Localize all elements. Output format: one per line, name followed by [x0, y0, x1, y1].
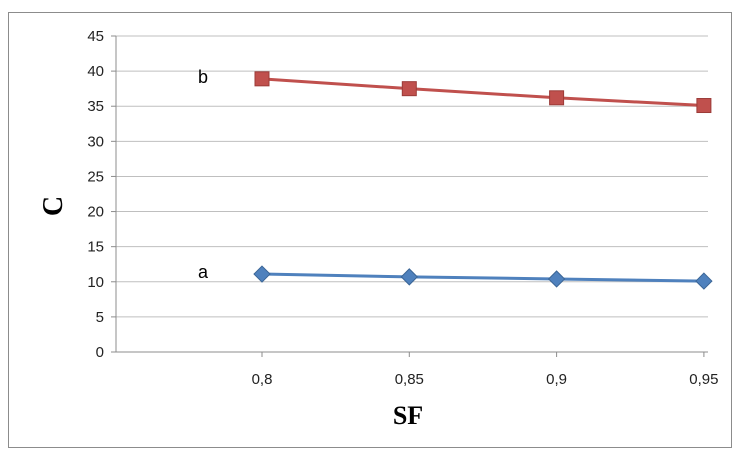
y-tick-label: 5	[96, 309, 104, 326]
y-tick-label: 35	[87, 98, 104, 115]
series-label: a	[198, 262, 209, 282]
grid-lines	[116, 35, 708, 318]
y-tick-label: 30	[87, 133, 104, 150]
data-point	[254, 71, 270, 87]
y-tick-label: 40	[87, 63, 104, 80]
x-tick-label: 0,85	[395, 371, 424, 388]
data-point	[695, 272, 713, 290]
y-axis-title: C	[38, 196, 69, 216]
y-tick-label: 25	[87, 168, 104, 185]
y-tick-label: 45	[87, 28, 104, 45]
data-point	[253, 265, 271, 283]
series: ba	[198, 67, 713, 290]
series-b: b	[198, 67, 712, 114]
x-axis-title: SF	[393, 401, 423, 430]
data-point	[401, 81, 417, 97]
y-tick-label: 15	[87, 239, 104, 256]
series-line	[261, 272, 704, 283]
data-point	[547, 270, 566, 288]
data-point	[549, 90, 565, 106]
series-line	[261, 77, 704, 108]
series-label: b	[198, 67, 208, 87]
series-a: a	[198, 262, 713, 290]
y-tick-label: 0	[96, 344, 104, 361]
axes	[111, 35, 708, 357]
x-tick-labels: 0,8 0,85 0,9 0,95	[252, 371, 719, 388]
x-tick-label: 0,8	[252, 371, 273, 388]
y-tick-labels: 0 5 10 15 20 25 30 35 40 45	[87, 28, 104, 361]
x-tick-label: 0,9	[546, 371, 567, 388]
data-point	[400, 268, 419, 286]
y-tick-label: 20	[87, 204, 104, 221]
x-tick-label: 0,95	[689, 371, 718, 388]
data-point	[696, 98, 712, 114]
y-tick-label: 10	[87, 274, 104, 291]
